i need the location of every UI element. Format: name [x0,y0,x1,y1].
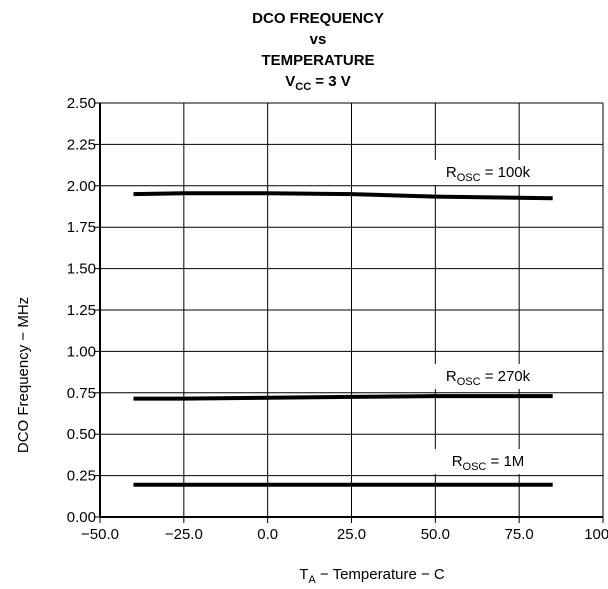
series-labels: ROSC = 100k ROSC = 270k ROSC = 1M [428,160,548,474]
y-tick-label-6: 1.50 [67,261,96,278]
title-line-3: TEMPERATURE [261,52,374,69]
series-line-1 [133,394,553,401]
y-tick-label-5: 1.25 [67,302,96,319]
series-lines [133,191,553,487]
series-label-1: ROSC = 270k [446,368,531,388]
series-line-0 [133,191,553,201]
y-axis-ticks: 0.00 0.25 0.50 0.75 1.00 1.25 1.50 1.75 2.00 2.25… [67,95,100,526]
x-axis-ticks: −50.0 −25.0 0.0 25.0 50.0 75.0 100.0 [81,517,608,543]
x-tick-label-0: −50.0 [81,526,119,543]
y-tick-label-0: 0.00 [67,509,96,526]
series-label-2: ROSC = 1M [452,453,525,473]
chart-title: DCO FREQUENCY vs TEMPERATURE VCC = 3 V [252,10,384,93]
x-axis-label: TA − Temperature − C [299,566,445,586]
series-label-bg-1 [428,364,548,389]
series-label-bg-2 [428,449,548,474]
y-tick-label-8: 2.00 [67,178,96,195]
x-tick-label-5: 75.0 [505,526,534,543]
title-line-2: vs [310,31,327,48]
title-line-1: DCO FREQUENCY [252,10,384,27]
x-tick-label-1: −25.0 [165,526,203,543]
title-line-vcc: VCC = 3 V [285,73,351,93]
y-tick-label-3: 0.75 [67,385,96,402]
y-tick-label-7: 1.75 [67,219,96,236]
series-label-0: ROSC = 100k [446,164,531,184]
y-axis-label: DCO Frequency − MHz [15,297,32,453]
y-tick-label-2: 0.50 [67,426,96,443]
y-tick-label-4: 1.00 [67,343,96,360]
series-label-bg-0 [428,160,548,185]
y-tick-label-1: 0.25 [67,468,96,485]
y-tick-label-9: 2.25 [67,136,96,153]
y-tick-label-10: 2.50 [67,95,96,112]
x-tick-label-4: 50.0 [421,526,450,543]
x-tick-label-2: 0.0 [257,526,278,543]
x-tick-label-6: 100.0 [584,526,608,543]
x-tick-label-3: 25.0 [337,526,366,543]
